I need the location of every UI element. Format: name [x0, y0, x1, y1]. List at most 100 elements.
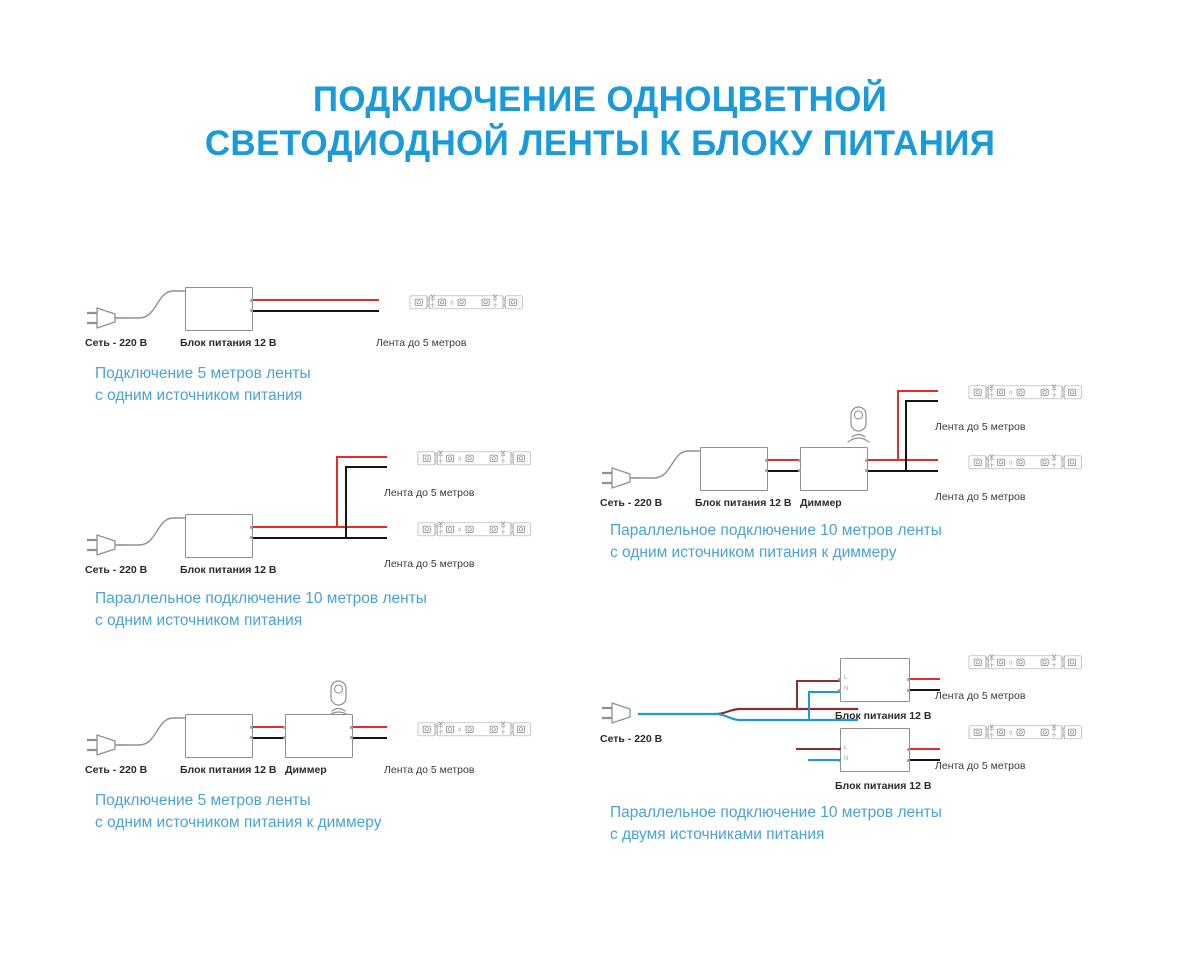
dc-wire-negative: [768, 470, 800, 473]
dc-wire-positive: [253, 299, 379, 302]
psu-terminal-plus: [250, 526, 253, 529]
dimmer-terminal-in-plus: [798, 459, 801, 462]
led-strip: [968, 724, 1082, 740]
label-power-supply: Блок питания 12 В: [695, 497, 792, 509]
scissors-cut-icon: [500, 450, 506, 464]
dc-wire-positive: [253, 726, 285, 729]
caption-line2: с одним источником питания к диммеру: [95, 814, 382, 831]
scissors-cut-icon: [492, 294, 498, 308]
dc-wire-negative-top: [905, 400, 938, 403]
caption-two-strips-psu-dimmer: Параллельное подключение 10 метров ленты…: [610, 520, 942, 564]
dc-wire-positive-bus: [868, 459, 938, 462]
diagram-single-strip-psu-dimmer: Сеть - 220 В Блок питания 12 В Диммер Ле…: [85, 680, 585, 840]
dimmer-terminal-in-minus: [283, 736, 286, 739]
label-mains: Сеть - 220 В: [600, 733, 663, 745]
dimmer-terminal-out-minus: [350, 736, 353, 739]
label-led-strip: Лента до 5 метров: [935, 760, 1026, 772]
dimmer-terminal-out-plus: [350, 726, 353, 729]
led-strip: [417, 721, 531, 737]
dc-wire-negative: [253, 310, 379, 313]
caption-two-strips-single-psu: Параллельное подключение 10 метров ленты…: [95, 588, 427, 632]
scissors-cut-icon: [430, 294, 435, 308]
mains-cable: [125, 717, 187, 746]
page-title-line1: ПОДКЛЮЧЕНИЕ ОДНОЦВЕТНОЙ: [312, 80, 888, 119]
dc-wire-negative: [253, 737, 285, 740]
psu-terminal-minus: [765, 469, 768, 472]
power-supply-box: [840, 658, 910, 702]
scissors-cut-icon: [438, 721, 443, 735]
led-strip: [968, 384, 1082, 400]
remote-control-icon: [847, 406, 870, 443]
dc-wire-positive-top: [336, 456, 387, 459]
scissors-cut-icon: [438, 521, 443, 535]
mains-plug-icon: [602, 702, 631, 724]
mains-neutral-bottom: [808, 759, 841, 762]
dc-wire-positive-branch: [897, 390, 900, 461]
mains-cable: [125, 517, 187, 546]
dc-wire-positive-out: [353, 726, 387, 729]
psu-terminal-neutral: [838, 689, 841, 692]
terminal-label-neutral: N: [844, 756, 849, 762]
psu-terminal-minus: [250, 309, 253, 312]
label-dimmer: Диммер: [800, 497, 842, 509]
caption-two-strips-two-psu: Параллельное подключение 10 метров ленты…: [610, 802, 942, 846]
power-supply-box: [185, 514, 253, 558]
caption-line2: с одним источником питания: [95, 387, 303, 404]
dimmer-terminal-out-plus: [865, 459, 868, 462]
dc-wire-positive-bus: [253, 526, 387, 529]
dc-wire-positive-top: [897, 390, 938, 393]
scissors-cut-icon: [989, 454, 994, 468]
caption-single-strip-psu-dimmer: Подключение 5 метров ленты с одним источ…: [95, 790, 381, 834]
label-led-strip: Лента до 5 метров: [384, 764, 475, 776]
caption-line2: с одним источником питания: [95, 612, 303, 629]
dc-wire-positive: [910, 748, 940, 751]
dc-wire-positive: [910, 678, 940, 681]
power-supply-box: [185, 287, 253, 331]
caption-line1: Подключение 5 метров ленты: [95, 792, 311, 809]
scissors-cut-icon: [989, 724, 994, 738]
mains-twin-cable: [638, 707, 858, 722]
caption-line1: Параллельное подключение 10 метров ленты: [610, 522, 942, 539]
mains-cable: [640, 450, 702, 479]
scissors-cut-icon: [989, 654, 994, 668]
dimmer-terminal-out-minus: [865, 469, 868, 472]
dimmer-terminal-in-minus: [798, 469, 801, 472]
page-title: ПОДКЛЮЧЕНИЕ ОДНОЦВЕТНОЙ СВЕТОДИОДНОЙ ЛЕН…: [0, 78, 1200, 166]
psu-terminal-minus: [250, 536, 253, 539]
led-strip: [409, 294, 523, 310]
label-mains: Сеть - 220 В: [600, 497, 663, 509]
caption-line2: с двумя источниками питания: [610, 826, 825, 843]
diagram-single-strip-single-psu: Сеть - 220 В Блок питания 12 В Лента до …: [85, 285, 585, 404]
diagram-two-strips-single-psu: Лента до 5 метров: [85, 440, 585, 629]
scissors-cut-icon: [1051, 724, 1057, 738]
scissors-cut-icon: [1051, 384, 1057, 398]
power-supply-box: [840, 728, 910, 772]
label-led-strip: Лента до 5 метров: [384, 558, 475, 570]
caption-line1: Параллельное подключение 10 метров ленты: [95, 590, 427, 607]
dc-wire-negative-branch: [345, 466, 348, 539]
label-led-strip: Лента до 5 метров: [935, 421, 1026, 433]
mains-plug-icon: [87, 534, 125, 556]
dimmer-box: [800, 447, 868, 491]
dc-wire-negative-bus: [253, 537, 387, 540]
scissors-cut-icon: [500, 521, 506, 535]
label-power-supply: Блок питания 12 В: [835, 710, 932, 722]
scissors-cut-icon: [1051, 654, 1057, 668]
label-mains: Сеть - 220 В: [85, 564, 148, 576]
label-power-supply: Блок питания 12 В: [835, 780, 932, 792]
dimmer-terminal-in-plus: [283, 726, 286, 729]
psu-terminal-minus: [907, 689, 910, 692]
label-mains: Сеть - 220 В: [85, 764, 148, 776]
dc-wire-negative: [910, 689, 940, 692]
mains-live-top: [796, 680, 841, 683]
scissors-cut-icon: [500, 721, 506, 735]
dc-wire-negative-branch: [905, 400, 908, 472]
scissors-cut-icon: [1051, 454, 1057, 468]
page-title-line2: СВЕТОДИОДНОЙ ЛЕНТЫ К БЛОКУ ПИТАНИЯ: [204, 124, 996, 163]
psu-terminal-minus: [907, 759, 910, 762]
scissors-cut-icon: [989, 384, 994, 398]
mains-plug-icon: [87, 307, 125, 329]
dc-wire-positive: [768, 459, 800, 462]
dc-wire-negative: [910, 759, 940, 762]
